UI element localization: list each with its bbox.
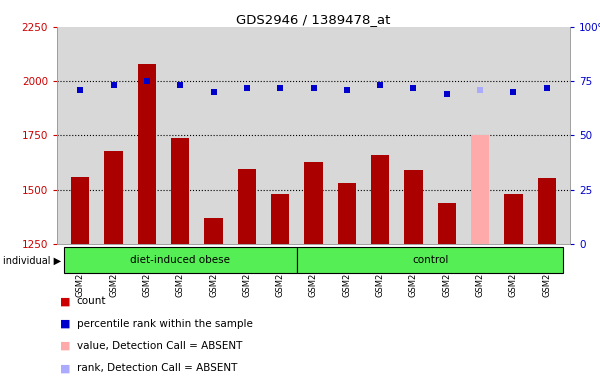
Bar: [138, 64, 156, 244]
Bar: [538, 178, 556, 244]
Bar: [404, 170, 422, 244]
Bar: [471, 135, 489, 244]
Title: GDS2946 / 1389478_at: GDS2946 / 1389478_at: [236, 13, 391, 26]
Bar: [304, 162, 323, 244]
Bar: [171, 137, 190, 244]
Text: ■: ■: [60, 319, 71, 329]
Bar: [205, 218, 223, 244]
Text: diet-induced obese: diet-induced obese: [130, 255, 230, 265]
Bar: [504, 194, 523, 244]
Text: ■: ■: [60, 341, 71, 351]
FancyBboxPatch shape: [297, 247, 563, 273]
Bar: [238, 169, 256, 244]
Bar: [437, 203, 456, 244]
FancyBboxPatch shape: [64, 247, 297, 273]
Text: rank, Detection Call = ABSENT: rank, Detection Call = ABSENT: [77, 363, 237, 373]
Text: individual ▶: individual ▶: [3, 255, 61, 265]
Text: value, Detection Call = ABSENT: value, Detection Call = ABSENT: [77, 341, 242, 351]
Text: ■: ■: [60, 363, 71, 373]
Bar: [371, 155, 389, 244]
Bar: [104, 151, 123, 244]
Bar: [271, 194, 289, 244]
Text: control: control: [412, 255, 448, 265]
Text: ■: ■: [60, 296, 71, 306]
Text: count: count: [77, 296, 106, 306]
Text: percentile rank within the sample: percentile rank within the sample: [77, 319, 253, 329]
Bar: [338, 183, 356, 244]
Bar: [71, 177, 89, 244]
